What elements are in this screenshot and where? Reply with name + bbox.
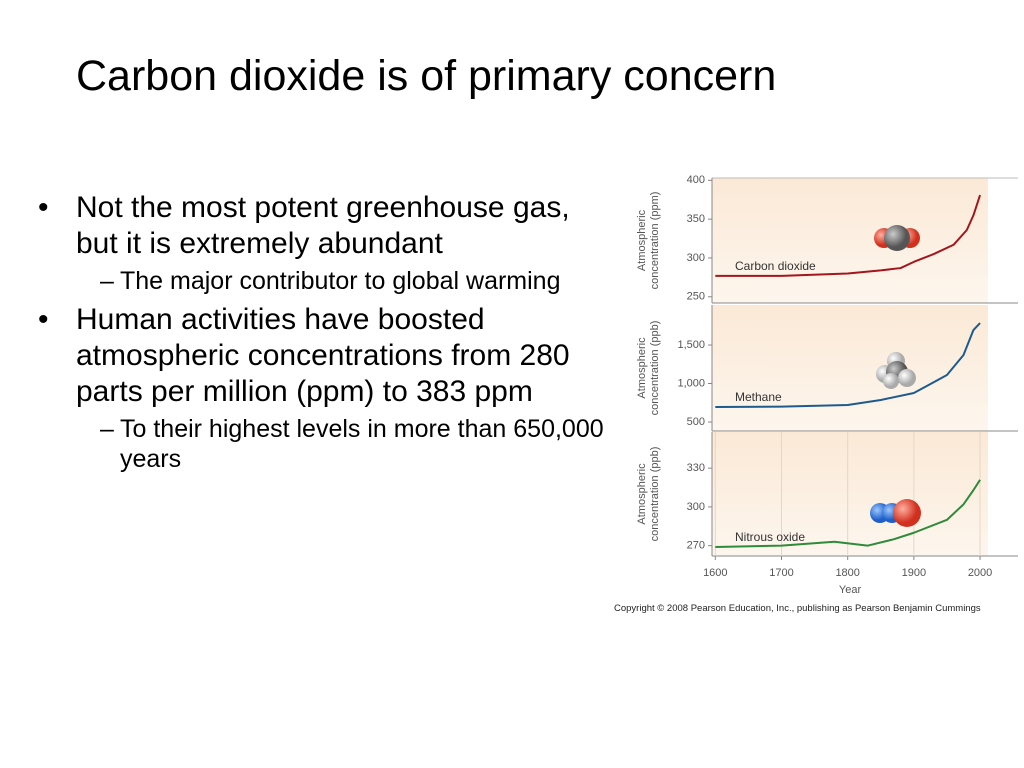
y-tick-label: 400 [687, 174, 705, 186]
x-tick-label: 1700 [769, 567, 793, 579]
y-tick-label: 250 [687, 291, 705, 303]
plot-background [712, 305, 988, 431]
series-label: Carbon dioxide [735, 259, 816, 273]
slide-title: Carbon dioxide is of primary concern [76, 52, 777, 100]
y-tick-label: 300 [687, 252, 705, 264]
y-axis-label: Atmospheric [636, 337, 648, 399]
bullet-list: Not the most potent greenhouse gas, but … [38, 190, 618, 480]
data-line [715, 322, 981, 408]
y-tick-label: 1,000 [677, 377, 705, 389]
plot-background [712, 178, 988, 303]
bullet-text: To their highest levels in more than 650… [120, 415, 604, 473]
methane-molecule [876, 352, 916, 389]
bullet: Human activities have boosted atmospheri… [38, 302, 618, 474]
x-axis-label: Year [839, 584, 862, 596]
y-axis-label: Atmospheric [636, 209, 648, 271]
y-tick-label: 350 [687, 213, 705, 225]
y-axis-label: concentration (ppb) [649, 321, 661, 416]
x-tick-label: 1800 [835, 567, 859, 579]
data-line [715, 479, 981, 548]
molecule-icons [870, 225, 921, 527]
bullet-text: The major contributor to global warming [120, 267, 561, 295]
y-tick-label: 500 [687, 416, 705, 428]
series-label: Methane [735, 390, 782, 404]
sub-bullet-list: The major contributor to global warming [76, 266, 618, 296]
y-tick-label: 300 [687, 501, 705, 513]
sub-bullet: To their highest levels in more than 650… [76, 414, 618, 474]
series-label: Nitrous oxide [735, 530, 805, 544]
x-tick-label: 1600 [703, 567, 727, 579]
y-axis-label: concentration (ppb) [649, 447, 661, 542]
y-axis-label: Atmospheric [636, 463, 648, 525]
co2-molecule [874, 225, 920, 251]
sub-bullet-list: To their highest levels in more than 650… [76, 414, 618, 474]
bullet: Not the most potent greenhouse gas, but … [38, 190, 618, 296]
copyright: Copyright © 2008 Pearson Education, Inc.… [614, 603, 981, 614]
x-tick-label: 2000 [968, 567, 992, 579]
x-tick-label: 1900 [902, 567, 926, 579]
bullet-text: Human activities have boosted atmospheri… [76, 303, 570, 408]
y-tick-label: 1,500 [677, 339, 705, 351]
sub-bullet: The major contributor to global warming [76, 266, 618, 296]
y-axis-label: concentration (ppm) [649, 192, 661, 290]
y-tick-label: 330 [687, 462, 705, 474]
plot-background [712, 432, 988, 556]
data-line [715, 194, 982, 277]
bullet-text: Not the most potent greenhouse gas, but … [76, 191, 570, 260]
n2o-molecule [870, 499, 921, 527]
y-tick-label: 270 [687, 540, 705, 552]
